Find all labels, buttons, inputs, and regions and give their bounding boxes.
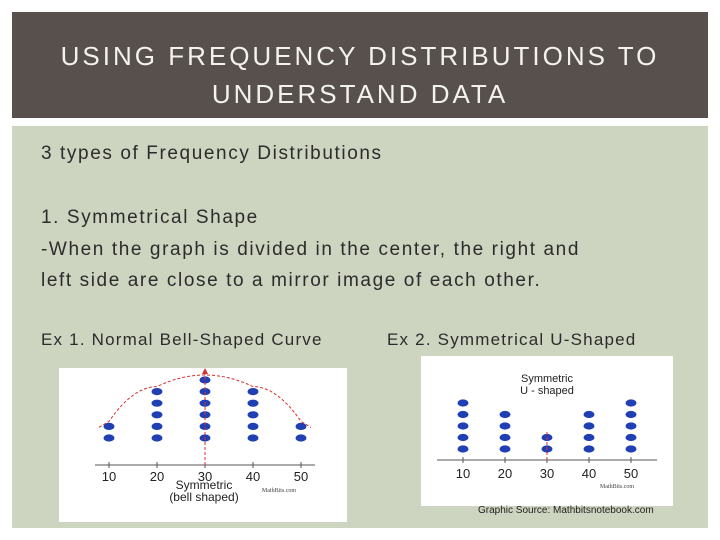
data-dot xyxy=(247,399,259,407)
data-dot xyxy=(199,388,211,396)
x-tick-label: 50 xyxy=(294,469,308,484)
data-dot xyxy=(583,445,595,453)
x-tick-label: 50 xyxy=(624,466,638,481)
data-dot xyxy=(151,434,163,442)
data-dot xyxy=(499,410,511,419)
data-dot xyxy=(151,411,163,419)
data-dot xyxy=(103,422,115,430)
x-tick-label: 20 xyxy=(150,469,164,484)
watermark: MathBits.com xyxy=(262,488,296,494)
annotation-line-2: U - shaped xyxy=(520,385,574,397)
data-dot xyxy=(457,445,469,453)
x-tick-label: 40 xyxy=(246,469,260,484)
data-dot xyxy=(457,422,469,430)
x-tick-label: 20 xyxy=(498,466,512,481)
data-dot xyxy=(625,422,637,430)
data-dot xyxy=(583,422,595,430)
data-dot xyxy=(199,422,211,430)
bell-figure: 10 20 30 40 50 Symmetric (bell shaped) MathBits… xyxy=(59,368,347,522)
x-tick-label: 10 xyxy=(102,469,116,484)
title-bar: USING FREQUENCY DISTRIBUTIONS TO UNDERST… xyxy=(12,12,708,118)
bell-chart: 10 20 30 40 50 Symmetric(bell shaped) MathBits… xyxy=(95,368,315,504)
x-tick-label: 10 xyxy=(456,466,470,481)
slide-title: USING FREQUENCY DISTRIBUTIONS TO UNDERST… xyxy=(60,41,660,109)
data-dot xyxy=(151,422,163,430)
data-dot xyxy=(583,410,595,419)
data-dot xyxy=(247,388,259,396)
data-dot xyxy=(247,422,259,430)
data-dot xyxy=(625,399,637,407)
description-line-2: left side are close to a mirror image of… xyxy=(41,270,542,291)
graphic-source: Graphic Source: Mathbitsnotebook.com xyxy=(478,505,654,516)
annotation-line-1: Symmetric xyxy=(521,373,573,385)
data-dot xyxy=(247,434,259,442)
data-dot xyxy=(151,388,163,396)
data-dot xyxy=(457,410,469,419)
x-tick-label: 30 xyxy=(198,469,212,484)
example-2-label: Ex 2. Symmetrical U-Shaped xyxy=(387,330,637,349)
example-1-label: Ex 1. Normal Bell-Shaped Curve xyxy=(41,330,323,349)
data-dot xyxy=(247,411,259,419)
data-dot xyxy=(499,445,511,453)
data-dot xyxy=(625,433,637,442)
description-line-1: -When the graph is divided in the center… xyxy=(41,239,580,260)
u-figure: 10 20 30 40 50 Symmetric U - shaped MathBits.co… xyxy=(421,356,673,506)
annotation-line-1: Symmetric xyxy=(176,478,233,492)
data-dot xyxy=(457,399,469,407)
watermark: MathBits.com xyxy=(600,484,634,490)
data-dot xyxy=(583,433,595,442)
data-dot xyxy=(625,410,637,419)
x-tick-label: 30 xyxy=(540,466,554,481)
data-dot xyxy=(499,422,511,430)
data-dot xyxy=(151,399,163,407)
data-dot xyxy=(295,422,307,430)
data-dot xyxy=(625,445,637,453)
item-heading: 1. Symmetrical Shape xyxy=(41,207,259,228)
data-dot xyxy=(295,434,307,442)
data-dot xyxy=(103,434,115,442)
center-arrow xyxy=(202,368,208,374)
annotation-line-2: (bell shaped) xyxy=(169,490,238,504)
data-dot xyxy=(499,433,511,442)
x-tick-label: 40 xyxy=(582,466,596,481)
data-dot xyxy=(457,433,469,442)
intro-text: 3 types of Frequency Distributions xyxy=(41,143,383,164)
